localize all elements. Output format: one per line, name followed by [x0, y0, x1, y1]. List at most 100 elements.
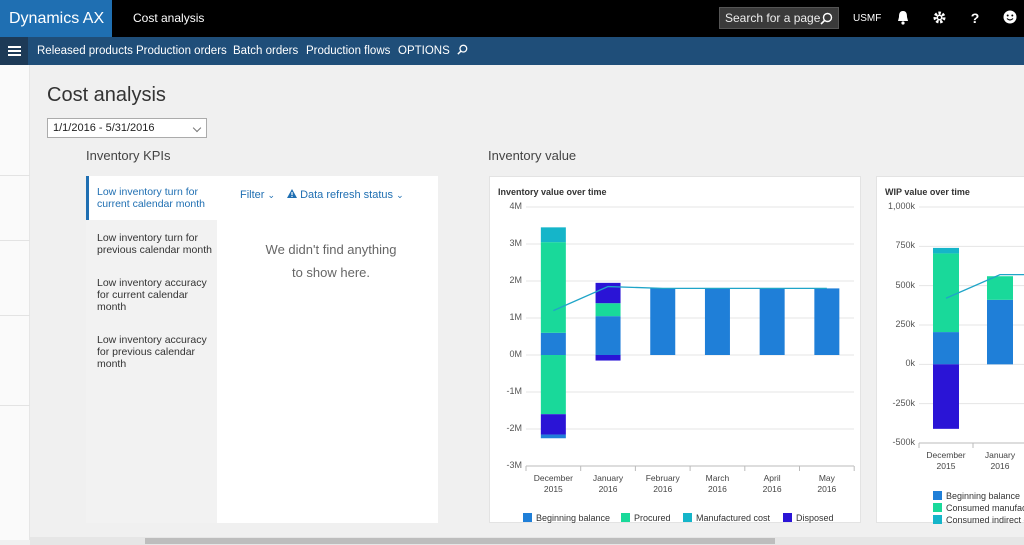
kpi-line: Low inventory accuracy [97, 334, 207, 346]
kpi-line: month [97, 301, 127, 313]
kpi-line: Low inventory turn for [97, 232, 198, 244]
kpi-line: Low inventory accuracy [97, 277, 207, 289]
y-tick-label: 2M [509, 275, 522, 285]
inventory-section-title: Inventory value [488, 148, 577, 163]
x-tick-label: December 2015 [926, 450, 966, 471]
x-tick-label: April 2016 [762, 473, 782, 494]
nav-search-icon[interactable] [457, 44, 468, 59]
bar-segment[interactable] [540, 414, 566, 435]
y-tick-label: 0M [509, 349, 522, 359]
legend-item[interactable]: Disposed [783, 513, 834, 523]
smiley-icon[interactable] [1002, 10, 1018, 26]
kpi-item-low-turn-previous[interactable]: Low inventory turn for previous calendar… [86, 232, 217, 256]
kpi-line: Low inventory turn for [97, 186, 198, 198]
bar-segment[interactable] [595, 355, 621, 361]
legend-item[interactable]: Procured [621, 513, 671, 523]
chart-title: Inventory value over time [498, 187, 607, 197]
warning-icon [287, 189, 300, 201]
kpi-item-low-turn-current[interactable]: Low inventory turn for current calendar … [86, 176, 217, 220]
chevron-down-icon [192, 123, 202, 133]
horizontal-scrollbar[interactable] [30, 537, 1024, 545]
refresh-label: Data refresh status [300, 189, 393, 201]
hamburger-menu-icon[interactable] [0, 37, 28, 65]
search-icon[interactable] [820, 12, 833, 25]
data-refresh-status-button[interactable]: Data refresh status ⌄ [287, 189, 404, 201]
y-tick-label: -250k [892, 397, 915, 408]
x-tick-label: March 2016 [705, 473, 730, 494]
kpi-line: current calendar month [97, 198, 205, 210]
y-tick-label: -1M [506, 386, 523, 396]
legend-item[interactable]: Manufactured cost [683, 513, 770, 523]
bar-segment[interactable] [933, 247, 959, 254]
company-selector[interactable]: USMF [853, 13, 882, 24]
bar-segment[interactable] [540, 227, 566, 243]
bar-segment[interactable] [704, 288, 730, 355]
search-input[interactable]: Search for a page [719, 7, 839, 29]
x-tick-label: December 2015 [533, 473, 573, 494]
kpis-section-title: Inventory KPIs [86, 148, 171, 163]
wip-value-chart-card: WIP value over time 1,000k 750k 500k 250k 0k… [876, 176, 1024, 525]
filter-label: Filter [240, 189, 265, 201]
bar-segment[interactable] [540, 242, 566, 333]
bar-segment[interactable] [933, 253, 959, 333]
date-range-dropdown[interactable]: 1/1/2016 - 5/31/2016 [47, 118, 207, 138]
nav-batch-orders[interactable]: Batch orders [233, 45, 299, 57]
empty-message: We didn't find anything to show here. [246, 238, 416, 284]
nav-production-orders[interactable]: Production orders [136, 45, 227, 57]
bar-segment[interactable] [595, 282, 621, 304]
left-panel-strip[interactable] [0, 65, 30, 540]
y-tick-label: -3M [506, 460, 523, 470]
x-tick-label: January 2016 [592, 473, 624, 494]
inventory-value-chart [525, 206, 855, 471]
filter-button[interactable]: Filter ⌄ [240, 189, 275, 201]
y-tick-label: -500k [892, 437, 915, 447]
kpi-list: Low inventory turn for current calendar … [86, 176, 217, 523]
legend-item[interactable]: Consumed manufact [933, 503, 1024, 513]
y-tick-label: 3M [509, 238, 522, 248]
bar-segment[interactable] [814, 288, 840, 355]
x-tick-label: January 2016 [984, 450, 1016, 471]
chevron-down-icon: ⌄ [267, 190, 276, 200]
kpi-item-low-accuracy-previous[interactable]: Low inventory accuracy for previous cale… [86, 334, 217, 370]
legend-item[interactable]: Consumed indirect c [933, 515, 1024, 525]
wip-value-chart [918, 206, 1024, 448]
bar-segment[interactable] [540, 332, 566, 355]
legend-item[interactable]: Beginning balance [523, 513, 610, 523]
gear-icon[interactable] [931, 10, 947, 26]
bar-segment[interactable] [987, 276, 1013, 300]
bar-segment[interactable] [540, 434, 566, 439]
scrollbar-thumb[interactable] [145, 538, 775, 544]
kpi-panel: Low inventory turn for current calendar … [86, 176, 438, 523]
y-tick-label: 0k [905, 358, 915, 369]
legend-item[interactable]: Beginning balance [933, 491, 1020, 501]
bar-segment[interactable] [933, 332, 959, 365]
bar-segment[interactable] [595, 316, 621, 355]
bar-segment[interactable] [650, 288, 676, 355]
app-brand[interactable]: Dynamics AX [0, 0, 112, 37]
bell-icon[interactable] [895, 10, 911, 26]
nav-options[interactable]: OPTIONS [398, 45, 450, 57]
x-tick-label: February 2016 [645, 473, 680, 494]
x-tick-label: May 2016 [817, 473, 837, 494]
y-tick-label: 1M [509, 312, 522, 322]
page-breadcrumb: Cost analysis [133, 11, 205, 25]
nav-released-products[interactable]: Released products [37, 45, 133, 57]
chart-title: WIP value over time [885, 187, 970, 197]
kpi-item-low-accuracy-current[interactable]: Low inventory accuracy for current calen… [86, 277, 217, 313]
page-title: Cost analysis [47, 84, 166, 106]
inventory-value-chart-card: Inventory value over time 4M 3M 2M 1M 0M -1M -… [489, 176, 861, 523]
kpi-line: previous calendar month [97, 244, 212, 256]
empty-line-1: We didn't find anything [265, 242, 397, 257]
y-tick-label: -2M [506, 423, 523, 433]
bar-segment[interactable] [933, 364, 959, 429]
y-tick-label: 750k [895, 240, 915, 251]
y-tick-label: 250k [895, 319, 915, 329]
bar-segment[interactable] [595, 303, 621, 317]
help-icon[interactable]: ? [970, 10, 980, 26]
bar-segment[interactable] [987, 299, 1013, 365]
bar-segment[interactable] [759, 288, 785, 355]
nav-production-flows[interactable]: Production flows [306, 45, 391, 57]
y-tick-label: 4M [509, 201, 522, 211]
bar-segment[interactable] [540, 355, 566, 415]
y-tick-label: 500k [895, 279, 915, 290]
